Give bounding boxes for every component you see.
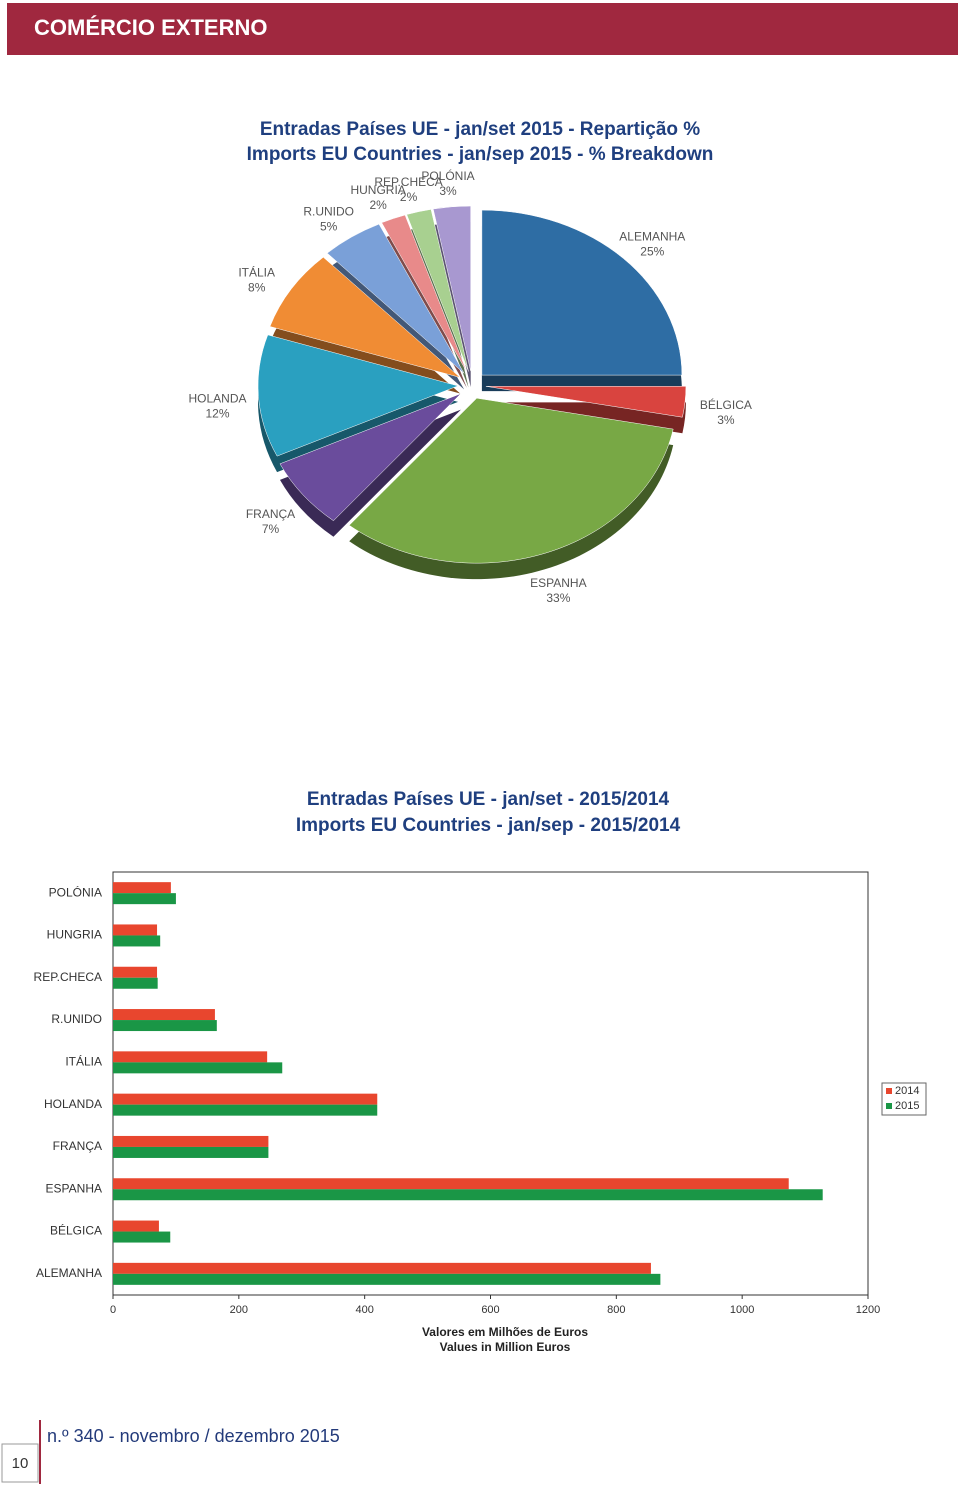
slice-value: 25% bbox=[640, 245, 664, 259]
bar bbox=[113, 966, 158, 978]
bar bbox=[113, 924, 158, 936]
slice-value: 3% bbox=[439, 184, 457, 198]
legend-label: 2015 bbox=[895, 1100, 919, 1112]
chart-title: Entradas Países UE - jan/set - 2015/2014 bbox=[307, 789, 670, 810]
y-tick-label: FRANÇA bbox=[53, 1139, 102, 1153]
x-tick-label: 0 bbox=[110, 1304, 116, 1316]
slice-value: 3% bbox=[717, 413, 735, 427]
bar bbox=[113, 1135, 269, 1147]
bar bbox=[113, 1051, 268, 1063]
slice bbox=[381, 214, 468, 373]
y-tick-label: ITÁLIA bbox=[65, 1054, 102, 1069]
bar bbox=[113, 977, 158, 989]
chart-title: Entradas Países UE - jan/set 2015 - Repa… bbox=[260, 119, 700, 140]
slice bbox=[269, 256, 461, 378]
page-box bbox=[1, 1443, 39, 1483]
legend-swatch bbox=[886, 1103, 892, 1109]
header-title: COMÉRCIO EXTERNO bbox=[34, 15, 267, 40]
slice bbox=[485, 386, 687, 418]
slice-value: 33% bbox=[546, 591, 570, 605]
bar bbox=[113, 1231, 171, 1243]
bar bbox=[113, 893, 176, 905]
slice-value: 12% bbox=[205, 406, 229, 420]
y-tick-label: POLÓNIA bbox=[49, 884, 102, 899]
legend-label: 2014 bbox=[895, 1085, 919, 1097]
slice bbox=[481, 209, 683, 376]
slice-label: R.UNIDO bbox=[303, 204, 354, 218]
slice-value: 2% bbox=[369, 198, 387, 212]
slice-label: ESPANHA bbox=[530, 576, 586, 590]
bar bbox=[113, 1093, 378, 1105]
bar bbox=[113, 1262, 651, 1274]
y-tick-label: ESPANHA bbox=[46, 1181, 102, 1195]
page-number: 10 bbox=[12, 1455, 29, 1472]
slice-label: ALEMANHA bbox=[619, 230, 685, 244]
bar bbox=[113, 935, 161, 947]
slice-value: 8% bbox=[248, 281, 266, 295]
slice-label: HOLANDA bbox=[188, 391, 246, 405]
slice-label: BÉLGICA bbox=[700, 397, 752, 412]
bar bbox=[113, 1146, 269, 1158]
bar bbox=[113, 1062, 283, 1074]
legend-swatch bbox=[886, 1088, 892, 1094]
footer-issue: n.º 340 - novembro / dezembro 2015 bbox=[47, 1426, 340, 1446]
slice-value: 5% bbox=[320, 219, 338, 233]
header-bar bbox=[7, 3, 958, 55]
y-tick-label: REP.CHECA bbox=[34, 970, 102, 984]
y-tick-label: BÉLGICA bbox=[50, 1223, 102, 1238]
bar bbox=[113, 882, 171, 894]
y-tick-label: HUNGRIA bbox=[47, 928, 102, 942]
x-tick-label: 1000 bbox=[730, 1304, 754, 1316]
slice-label: ITÁLIA bbox=[238, 265, 275, 280]
slice bbox=[406, 209, 469, 372]
x-tick-label: 800 bbox=[607, 1304, 625, 1316]
slice-label: FRANÇA bbox=[246, 507, 295, 521]
bar bbox=[113, 1189, 823, 1201]
y-tick-label: ALEMANHA bbox=[36, 1266, 102, 1280]
slice-label: HUNGRIA bbox=[350, 183, 405, 197]
x-tick-label: 400 bbox=[355, 1304, 373, 1316]
chart-title: Imports EU Countries - jan/sep - 2015/20… bbox=[296, 815, 681, 836]
bar bbox=[113, 1178, 789, 1190]
slice-value: 7% bbox=[262, 522, 280, 536]
x-axis-label: Valores em Milhões de Euros bbox=[422, 1325, 588, 1339]
plot-frame bbox=[112, 871, 869, 1296]
bar bbox=[113, 1020, 217, 1032]
slice bbox=[432, 205, 471, 372]
slice-label: REP.CHECA bbox=[374, 175, 442, 189]
y-tick-label: HOLANDA bbox=[44, 1097, 102, 1111]
bar bbox=[113, 1273, 661, 1285]
slice bbox=[279, 393, 462, 522]
bar bbox=[113, 1104, 378, 1116]
x-axis-label: Values in Million Euros bbox=[440, 1340, 571, 1354]
slice-value: 2% bbox=[400, 190, 418, 204]
x-tick-label: 600 bbox=[481, 1304, 499, 1316]
x-tick-label: 200 bbox=[230, 1304, 248, 1316]
x-tick-label: 1200 bbox=[856, 1304, 880, 1316]
bar bbox=[113, 1220, 159, 1232]
slice-label: POLÓNIA bbox=[421, 168, 474, 183]
bar bbox=[113, 1009, 215, 1021]
slice bbox=[257, 334, 459, 457]
chart-title: Imports EU Countries - jan/sep 2015 - % … bbox=[247, 144, 714, 165]
slice bbox=[326, 223, 465, 374]
y-tick-label: R.UNIDO bbox=[51, 1012, 102, 1026]
slice bbox=[348, 397, 674, 564]
